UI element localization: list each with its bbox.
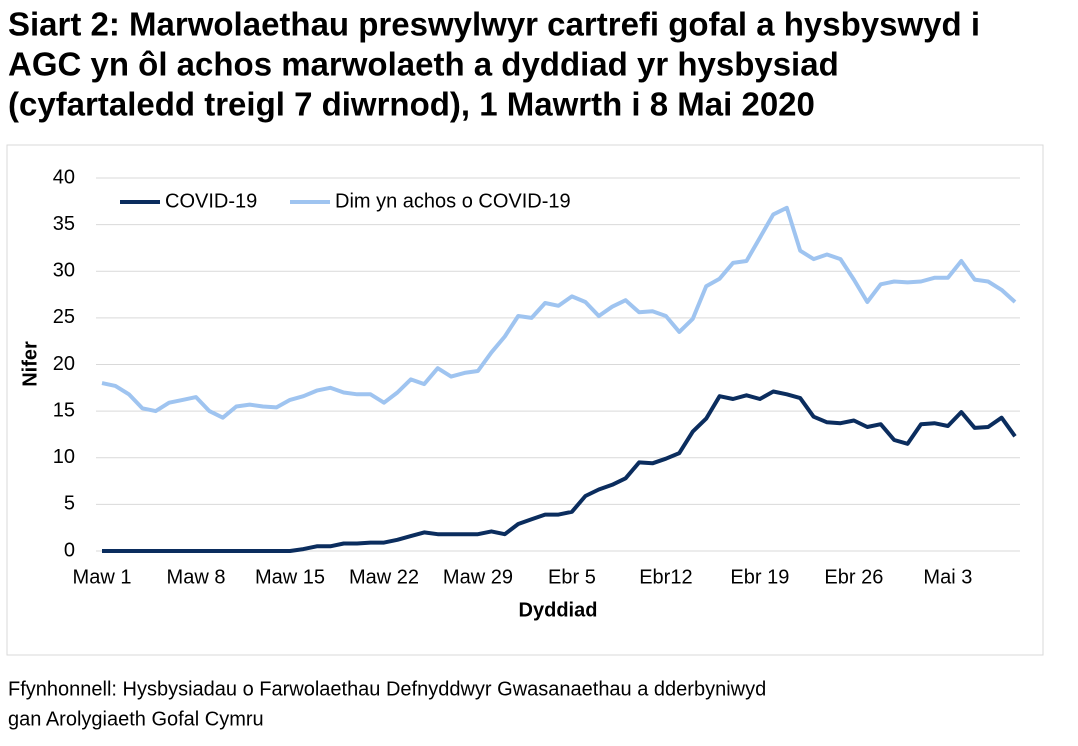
x-tick-label: Maw 15	[255, 566, 325, 588]
x-tick-label: Mai 3	[923, 566, 972, 588]
source-note: Ffynhonnell: Hysbysiadau o Farwolaethau …	[8, 678, 766, 700]
y-tick-label: 15	[53, 399, 75, 421]
chart-title: AGC yn ôl achos marwolaeth a dyddiad yr …	[8, 46, 839, 83]
y-tick-label: 25	[53, 306, 75, 328]
chart-title: (cyfartaledd treigl 7 diwrnod), 1 Mawrth…	[8, 86, 815, 123]
x-axis-label: Dyddiad	[519, 599, 598, 621]
series-line	[101, 205, 1017, 420]
x-tick-label: Ebr 19	[730, 566, 789, 588]
y-tick-label: 40	[53, 166, 75, 188]
legend-label: COVID-19	[165, 190, 257, 212]
x-tick-label: Ebr 5	[548, 566, 596, 588]
source-note: gan Arolygiaeth Gofal Cymru	[8, 708, 264, 730]
x-tick-label: Ebr 26	[824, 566, 883, 588]
x-tick-label: Maw 8	[167, 566, 226, 588]
x-tick-label: Maw 1	[73, 566, 132, 588]
y-tick-label: 30	[53, 260, 75, 282]
y-tick-label: 10	[53, 446, 75, 468]
y-axis-label: Nifer	[19, 341, 41, 387]
chart-title: Siart 2: Marwolaethau preswylwyr cartref…	[8, 6, 980, 43]
y-tick-label: 5	[64, 493, 75, 515]
chart-frame	[6, 144, 1044, 656]
legend-label: Dim yn achos o COVID-19	[335, 190, 571, 212]
x-tick-label: Maw 29	[443, 566, 513, 588]
y-tick-label: 20	[53, 353, 75, 375]
y-tick-label: 35	[53, 213, 75, 235]
y-tick-label: 0	[64, 539, 75, 561]
series-line	[102, 389, 1017, 553]
x-tick-label: Ebr12	[639, 566, 692, 588]
x-tick-label: Maw 22	[349, 566, 419, 588]
